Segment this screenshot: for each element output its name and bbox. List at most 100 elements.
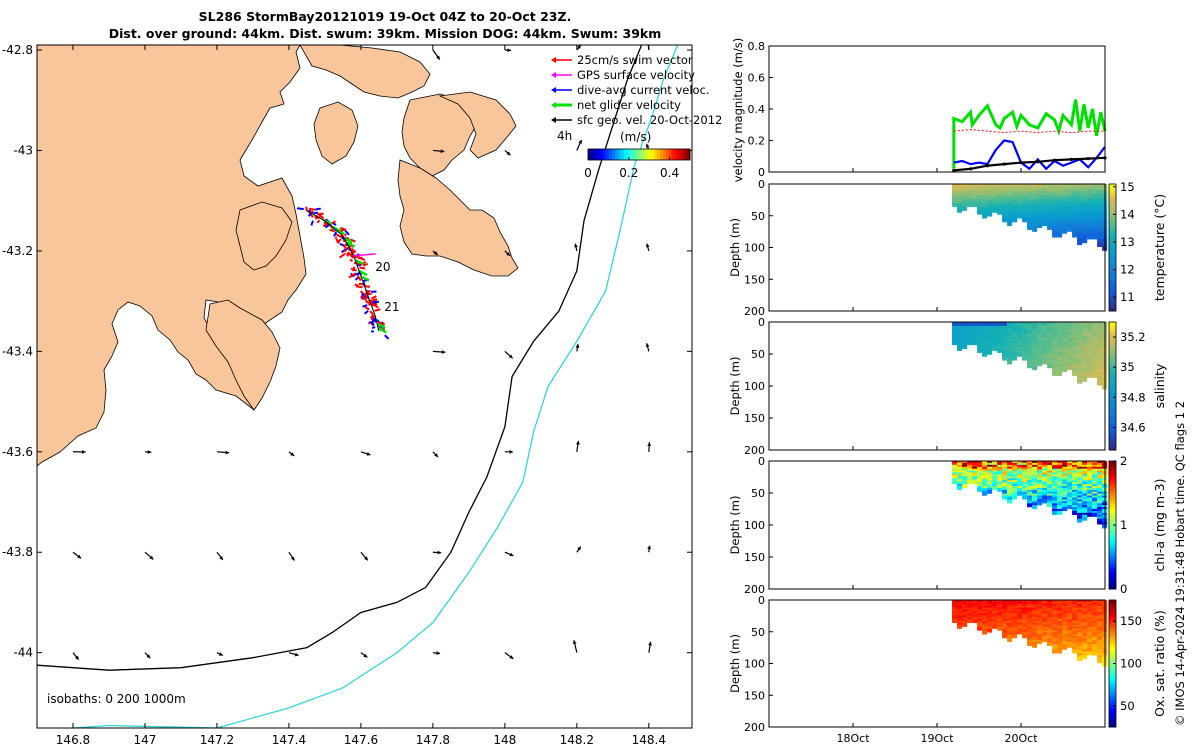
oxy-cell	[1042, 638, 1047, 642]
temp-colorbar-cell	[1109, 254, 1116, 258]
sal-cell	[982, 353, 987, 357]
oxy-colorbar-cell	[1109, 695, 1116, 699]
oxy-depth-tick-label: 100	[744, 658, 765, 671]
sfc-geo-arrow	[505, 351, 513, 358]
temp-cell	[1052, 234, 1057, 238]
sal-cell	[962, 345, 967, 349]
oxy-colorbar-cell	[1109, 679, 1116, 683]
oxy-cell	[982, 630, 987, 634]
sfc-geo-arrow	[577, 140, 582, 151]
swim-vector	[373, 299, 378, 300]
map-lat-tick-label: -43	[13, 143, 33, 157]
swim-vector	[306, 207, 307, 212]
sfc-geo-arrow-head	[507, 48, 511, 52]
temp-colorbar-cell	[1109, 305, 1116, 309]
map-colorbar-cell	[666, 149, 670, 160]
temp-cell	[1057, 234, 1062, 238]
swim-vector	[371, 296, 376, 299]
legend-swatch-head	[551, 117, 556, 123]
sfc-geo-arrow-head	[573, 640, 577, 644]
sal-colorbar-cell	[1109, 421, 1116, 425]
sal-colorbar-tick-label: 34.6	[1120, 420, 1146, 434]
sal-cell	[1047, 364, 1052, 368]
temp-depth-label: Depth (m)	[728, 218, 742, 277]
temp-colorbar-cell	[1109, 200, 1116, 204]
sal-colorbar-cell	[1109, 386, 1116, 390]
sfc-geo-arrow-head	[647, 442, 651, 446]
chl-cell	[957, 486, 962, 490]
sfc-geo-arrow	[505, 653, 513, 659]
chl-colorbar-cell	[1109, 573, 1116, 577]
temp-colorbar-cell	[1109, 279, 1116, 283]
oxy-cell	[1002, 634, 1007, 638]
map-lon-tick-label: 147	[134, 733, 157, 747]
oxy-colorbar-cell	[1109, 717, 1116, 721]
sal-colorbar-cell	[1109, 341, 1116, 345]
map-colorbar-cell	[654, 149, 658, 160]
temp-depth-tick-label: 50	[751, 210, 765, 223]
chl-depth-tick-label: 150	[744, 551, 765, 564]
sfc-geo-arrow	[646, 343, 650, 351]
oxy-colorbar-cell	[1109, 705, 1116, 709]
map-lon-tick-label: 148.4	[632, 733, 666, 747]
oxy-cell	[1012, 634, 1017, 638]
sal-colorbar-cell	[1109, 383, 1116, 387]
oxy-colorbar-cell	[1109, 603, 1116, 607]
sfc-geo-arrow	[577, 546, 581, 552]
sal-colorbar-cell	[1109, 444, 1116, 448]
figure-title-line1: SL286 StormBay20121019 19-Oct 04Z to 20-…	[199, 9, 572, 24]
map-colorbar-tick-label: 0.2	[619, 166, 638, 180]
temp-colorbar-cell	[1109, 197, 1116, 201]
chl-colorbar-label: chl-a (mg m-3)	[1152, 479, 1167, 572]
chl-cell	[1067, 505, 1072, 509]
chl-cell	[1077, 519, 1082, 523]
legend-label: GPS surface velocity	[577, 68, 695, 82]
sal-cell	[1087, 374, 1092, 378]
oxy-cell	[1072, 650, 1077, 654]
map-colorbar-title: (m/s)	[620, 130, 651, 144]
land-polygon	[300, 45, 430, 98]
oxy-colorbar-cell	[1109, 721, 1116, 725]
map-colorbar-corner-label: 4h	[557, 129, 572, 143]
sal-cell	[1017, 353, 1022, 357]
velocity-series-point	[1019, 161, 1022, 164]
temp-colorbar-cell	[1109, 289, 1116, 293]
oxy-cell	[1022, 634, 1027, 638]
sfc-geo-arrow	[577, 45, 581, 50]
temp-colorbar-cell	[1109, 273, 1116, 277]
swim-vector	[372, 304, 377, 305]
oxy-colorbar-cell	[1109, 702, 1116, 706]
map-colorbar-cell	[603, 149, 607, 160]
sfc-geo-arrow-head	[148, 450, 152, 454]
map-lon-tick-label: 147.8	[416, 733, 450, 747]
temp-cell	[987, 213, 992, 217]
sal-colorbar-cell	[1109, 354, 1116, 358]
oxy-cell	[962, 623, 967, 627]
oxy-depth-tick-label: 50	[751, 626, 765, 639]
dive-avg-vector	[315, 209, 320, 210]
temp-colorbar-cell	[1109, 276, 1116, 280]
oxy-colorbar-cell	[1109, 638, 1116, 642]
dive-avg-vector	[371, 331, 374, 332]
chl-colorbar-cell	[1109, 519, 1116, 523]
temp-cell	[1077, 241, 1082, 245]
map-colorbar-cell	[663, 149, 667, 160]
swim-vector	[332, 221, 336, 223]
chl-colorbar-cell	[1109, 471, 1116, 475]
swim-vector	[329, 230, 334, 231]
oxy-cell	[1097, 659, 1102, 663]
temp-cell	[982, 214, 987, 218]
temp-cell	[1007, 222, 1012, 226]
sal-cell	[957, 347, 962, 351]
chl-colorbar-cell	[1109, 496, 1116, 500]
sal-cell	[1052, 372, 1057, 376]
temp-colorbar-cell	[1109, 235, 1116, 239]
chl-colorbar-cell	[1109, 535, 1116, 539]
oxy-colorbar-cell	[1109, 698, 1116, 702]
map-colorbar-cell	[624, 149, 628, 160]
temp-depth-tick-label: 150	[744, 273, 765, 286]
chl-cell	[1042, 499, 1047, 503]
oxy-colorbar-cell	[1109, 644, 1116, 648]
